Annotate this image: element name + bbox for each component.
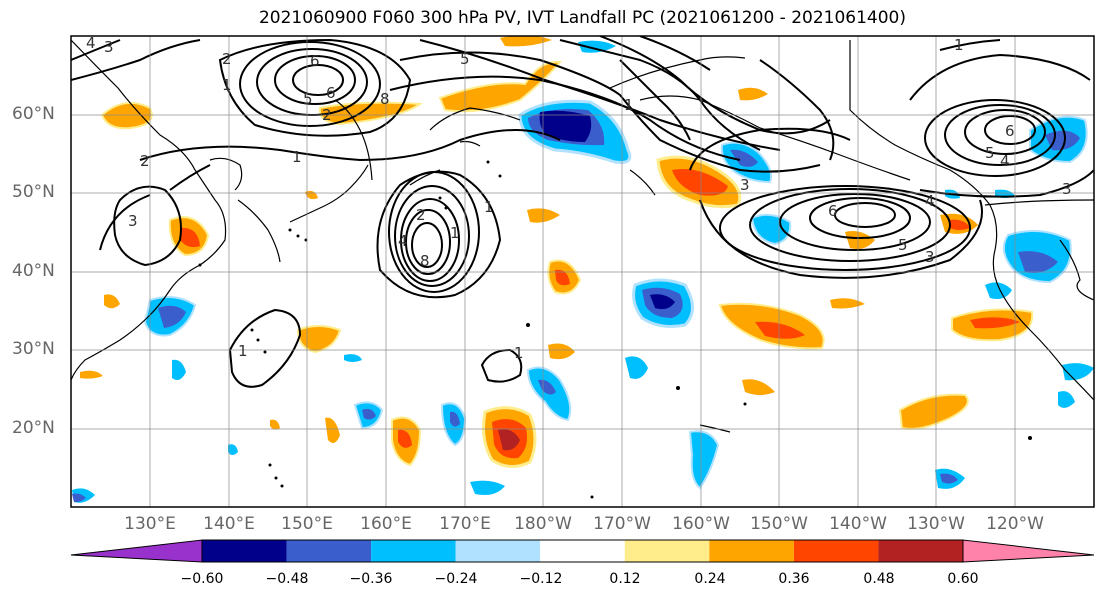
contour-labels: 4 3 2 1 6 5 6 8 2 5 1 2 3 1 2 4 1 8 1 1 … — [86, 34, 1072, 362]
contour-label: 1 — [450, 224, 460, 242]
contour-label: 8 — [380, 90, 390, 108]
colorbar-tick-label: −0.48 — [265, 571, 309, 587]
contour-label: 5 — [460, 50, 470, 68]
lat-label: 20°N — [12, 418, 55, 438]
colorbar-cell — [455, 540, 541, 562]
contour-label: 1 — [292, 148, 302, 166]
contour-label: 3 — [128, 212, 138, 230]
contour-label: 5 — [303, 90, 313, 108]
contour-label: 1 — [624, 96, 634, 114]
contour-label: 4 — [398, 232, 408, 250]
coastlines — [71, 39, 1094, 433]
lat-label: 50°N — [12, 182, 55, 202]
lon-label: 130°E — [124, 514, 176, 534]
lon-label: 140°E — [203, 514, 255, 534]
contour-label: 6 — [326, 84, 336, 102]
colorbar-cell — [709, 540, 794, 562]
contour-label: 3 — [104, 38, 114, 56]
lon-label: 170°E — [439, 514, 491, 534]
colorbar-tick-label: −0.36 — [349, 571, 393, 587]
contour-label: 4 — [925, 192, 935, 210]
colorbar-cell — [624, 540, 710, 562]
colorbar-cell — [202, 540, 287, 562]
contour-label: 2 — [322, 106, 332, 124]
contour-label: 1 — [484, 198, 494, 216]
lat-label: 40°N — [12, 261, 55, 281]
contour-label: 1 — [238, 342, 248, 360]
contour-label: 3 — [740, 176, 750, 194]
contour-label: 2 — [140, 152, 150, 170]
lon-label: 120°W — [986, 514, 1044, 534]
colorbar-tick-label: 0.48 — [863, 571, 895, 587]
contour-label: 3 — [925, 248, 935, 266]
colorbar-tick-label: −0.24 — [434, 571, 478, 587]
colorbar-tick-label: −0.12 — [519, 571, 563, 587]
colorbar-tick-label: 0.24 — [694, 571, 726, 587]
contour-label: 8 — [420, 252, 430, 270]
contour-label: 2 — [416, 206, 426, 224]
lon-label: 130°W — [907, 514, 965, 534]
lon-label: 140°W — [829, 514, 887, 534]
lon-label: 180°W — [514, 514, 572, 534]
contour-label: 4 — [1000, 152, 1010, 170]
lat-label: 30°N — [12, 339, 55, 359]
pv-contours — [71, 36, 1094, 388]
contour-label: 1 — [514, 344, 524, 362]
contour-label: 6 — [828, 202, 838, 220]
colorbar-tick-label: 0.60 — [947, 571, 979, 587]
lon-label: 160°E — [360, 514, 412, 534]
colorbar-cell — [286, 540, 372, 562]
lat-label: 60°N — [12, 104, 55, 124]
colorbar-cell — [540, 540, 625, 562]
contour-label: 2 — [222, 50, 232, 68]
colorbar-tick-label: 0.12 — [609, 571, 641, 587]
colorbar-extend-low — [70, 539, 203, 563]
colorbar-cell — [878, 540, 963, 562]
colorbar-extend-high — [962, 539, 1095, 563]
map-title: 2021060900 F060 300 hPa PV, IVT Landfall… — [258, 8, 906, 28]
contour-label: 6 — [310, 52, 320, 70]
lon-label: 150°W — [750, 514, 808, 534]
colorbar-tick-label: −0.60 — [180, 571, 224, 587]
lon-label: 160°W — [672, 514, 730, 534]
contour-label: 1 — [222, 76, 232, 94]
island-chains — [198, 160, 1032, 499]
contour-label: 5 — [898, 236, 908, 254]
graticule — [71, 36, 1094, 507]
lon-label: 170°W — [593, 514, 651, 534]
colorbar-tick-label: 0.36 — [778, 571, 810, 587]
negative-anomaly-shading — [72, 40, 1094, 503]
contour-label: 6 — [1005, 122, 1015, 140]
colorbar-cell — [371, 540, 456, 562]
colorbar-cell — [793, 540, 879, 562]
contour-label: 3 — [1062, 180, 1072, 198]
contour-label: 5 — [985, 144, 995, 162]
lon-label: 150°E — [281, 514, 333, 534]
plot-frame — [70, 35, 1095, 508]
colorbar — [70, 539, 1095, 563]
contour-label: 4 — [86, 34, 96, 52]
contour-label: 1 — [954, 36, 964, 54]
